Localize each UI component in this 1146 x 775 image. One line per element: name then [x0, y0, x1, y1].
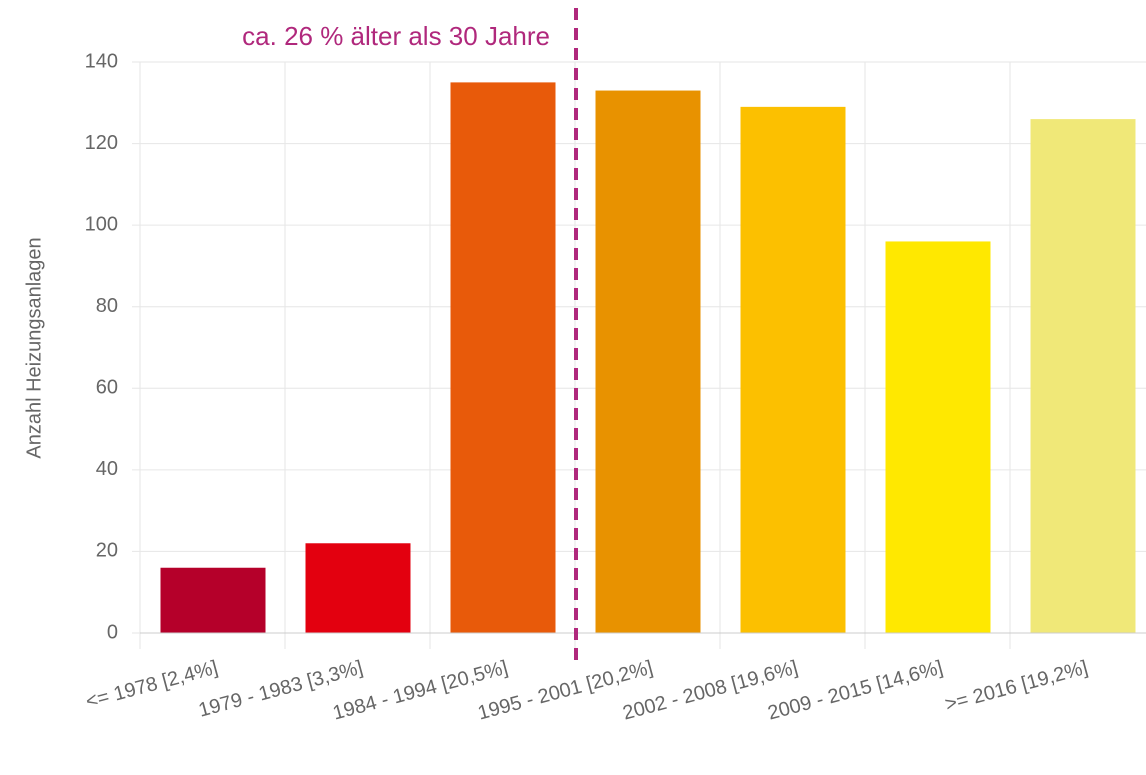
- bar: [740, 106, 846, 634]
- y-tick-label: 100: [85, 213, 118, 235]
- y-tick-label: 20: [96, 540, 118, 562]
- y-tick-label: 40: [96, 458, 118, 480]
- y-tick-label: 0: [107, 621, 118, 643]
- bar: [595, 90, 701, 634]
- y-tick-label: 120: [85, 132, 118, 154]
- y-tick-label: 80: [96, 295, 118, 317]
- x-tick-label: >= 2016 [19,2%]: [943, 657, 1090, 716]
- y-tick-label: 60: [96, 377, 118, 399]
- bar: [885, 241, 991, 633]
- y-axis-label: Anzahl Heizungsanlagen: [23, 237, 45, 458]
- annotation: ca. 26 % älter als 30 Jahre: [242, 21, 550, 51]
- y-tick-label: 140: [85, 50, 118, 72]
- bar: [160, 567, 266, 633]
- bar: [1030, 119, 1136, 634]
- bar: [305, 543, 411, 633]
- bar: [450, 82, 556, 633]
